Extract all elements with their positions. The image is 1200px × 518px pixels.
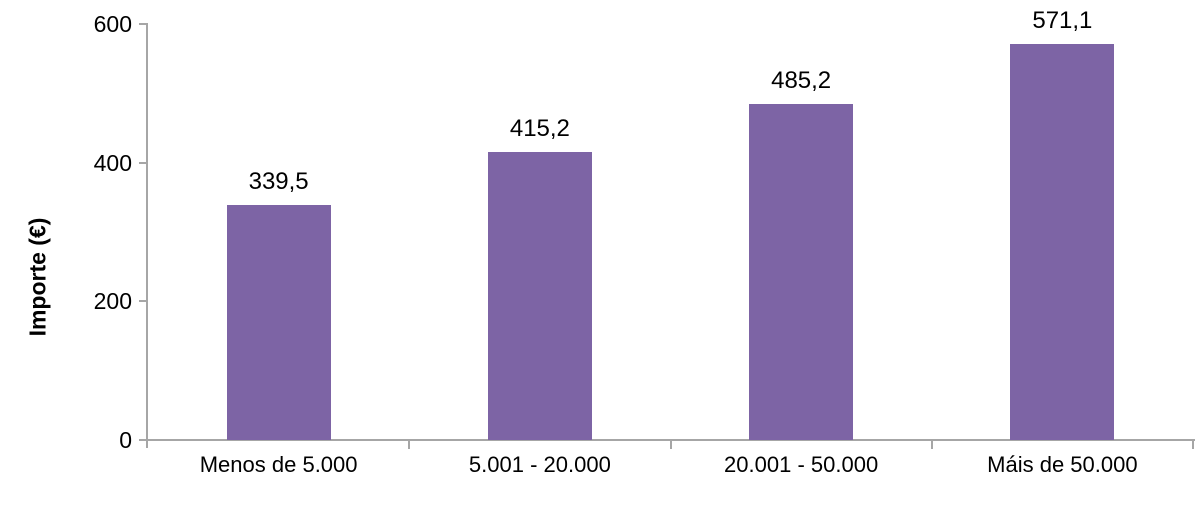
x-category-label: Máis de 50.000 [987,452,1138,477]
x-tick-mark [669,441,672,449]
bar [487,152,592,440]
bar-value-label: 485,2 [771,66,832,94]
x-tick-mark [930,441,933,449]
y-axis-line [146,24,148,448]
x-category-label: Menos de 5.000 [199,452,358,477]
bar [1010,44,1115,440]
y-axis-title: Importe (€) [24,217,51,337]
x-tick-mark [408,441,411,449]
y-tick-label: 0 [119,427,132,453]
y-tick-label: 400 [93,149,132,176]
x-category-label: 20.001 - 50.000 [724,452,879,477]
y-tick-mark [139,23,148,25]
y-tick-mark [139,161,148,164]
bar [226,204,331,440]
x-tick-mark [1192,441,1194,449]
y-tick-mark [139,439,148,441]
bar-value-label: 339,5 [248,167,309,195]
y-tick-label: 600 [93,11,132,37]
x-axis-line [146,439,1195,441]
y-tick-label: 200 [93,288,132,315]
bar [749,103,854,440]
x-category-label: 5.001 - 20.000 [468,452,611,477]
bar-value-label: 571,1 [1032,7,1093,35]
bar-value-label: 415,2 [509,115,570,143]
y-tick-mark [139,300,148,303]
